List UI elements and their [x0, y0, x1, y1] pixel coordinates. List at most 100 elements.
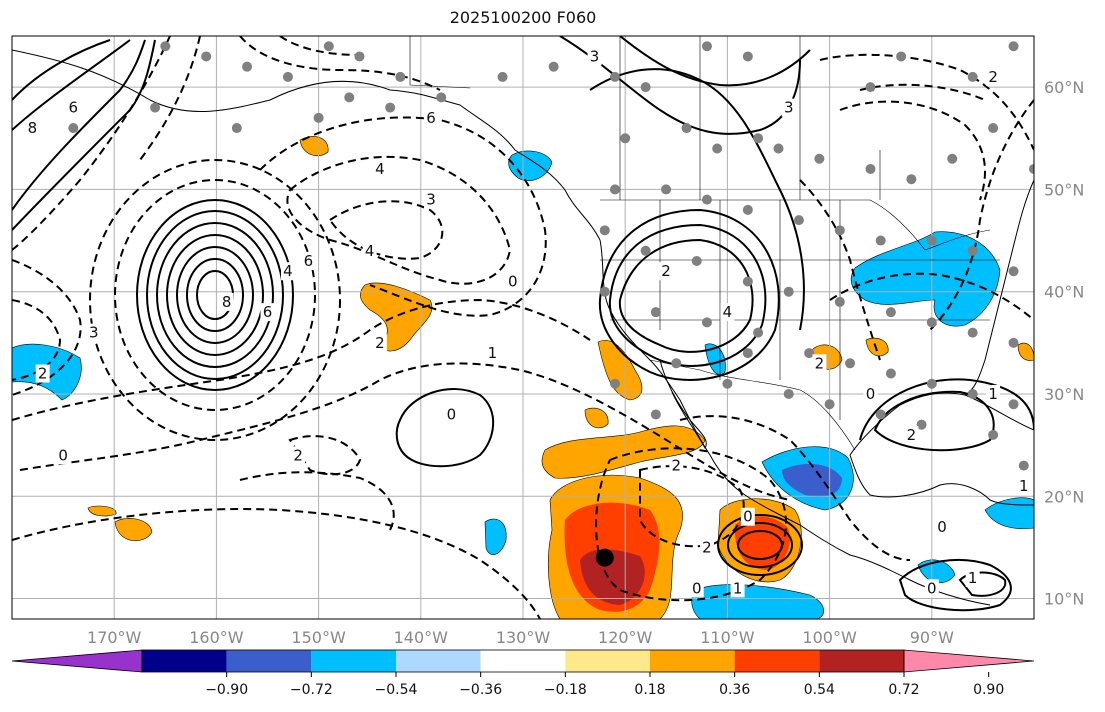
lon-tick-label: 110°W [700, 628, 755, 647]
contour-label-bg [424, 190, 439, 209]
contour-label-bg [424, 108, 439, 127]
contour-label-bg [35, 364, 50, 383]
contour-dashed-mexico-1 [639, 465, 745, 548]
longitude-labels: 170°W 160°W 150°W 140°W 130°W 120°W 110°W 100°W… [87, 628, 954, 647]
contour-label-bg [740, 507, 755, 526]
contour-label-bg [219, 292, 234, 311]
contour-west-corner-2 [12, 39, 131, 131]
colorbar-segment [142, 650, 227, 672]
cold-patch-gulf-mexico-core [782, 463, 842, 497]
contour-label: 3 [426, 191, 436, 209]
contour-label: 8 [28, 119, 38, 137]
contour-label-bg [444, 405, 459, 424]
contour-label-bg [301, 252, 316, 271]
coastline-east [964, 179, 1034, 396]
contour-dashed-pacific-1 [19, 362, 791, 501]
station-dot [742, 51, 753, 62]
station-dot [885, 368, 896, 379]
contour-us-1 [618, 238, 754, 353]
colorbar-segment [819, 650, 904, 672]
colorbar-max-extend [903, 649, 1035, 673]
station-dot [793, 215, 804, 226]
contour-label: 4 [283, 262, 293, 280]
contour-label-bg [863, 384, 878, 403]
station-dot [691, 256, 702, 267]
contour-label: 2 [907, 426, 917, 444]
contour-high-4 [166, 234, 264, 356]
contour-label-bg [291, 446, 306, 465]
contour-label-bg [730, 579, 745, 598]
contour-label-bg [986, 384, 1001, 403]
cold-patch-great-lakes [850, 231, 1001, 327]
station-dot [395, 71, 406, 82]
station-dot [282, 71, 293, 82]
contour-label-bg [935, 517, 950, 536]
contour-high-2 [146, 210, 284, 380]
contour-label-bg [56, 446, 71, 465]
contour-dashed-alaska-4 [279, 36, 361, 56]
contour-label: 4 [365, 242, 375, 260]
station-dot [814, 153, 825, 164]
station-dot [313, 112, 324, 123]
station-dot [875, 409, 886, 420]
warm-patch-small-1 [584, 407, 609, 429]
contour-label-bg [372, 333, 387, 352]
contour-label: 1 [733, 579, 743, 597]
station-dot [1008, 266, 1019, 277]
station-dot [875, 235, 886, 246]
contour-label: 0 [447, 405, 457, 423]
station-dot [845, 358, 856, 369]
contour-dashed-east-3 [929, 99, 1034, 331]
contour-label-bg [372, 159, 387, 178]
warm-patch-baja-north [597, 340, 643, 401]
station-dot [824, 399, 835, 410]
station-dot [783, 388, 794, 399]
colorbar-tick-label: −0.72 [290, 682, 333, 698]
contour-dashed-south-2 [12, 508, 541, 619]
contour-label-bg [260, 303, 275, 322]
colorbar-tick-label: −0.18 [544, 682, 587, 698]
station-dot [988, 123, 999, 134]
contour-label: 2 [38, 365, 48, 383]
station-dot [1018, 460, 1029, 471]
contour-label: 2 [702, 538, 712, 556]
contour-label: 4 [723, 303, 733, 321]
station-dot [1029, 163, 1034, 174]
station-dot [701, 41, 712, 52]
station-dot [773, 143, 784, 154]
station-dot [722, 378, 733, 389]
station-dot [620, 133, 631, 144]
contour-label-bg [965, 569, 980, 588]
contour-label-bg [904, 425, 919, 444]
contour-label: 0 [58, 446, 68, 464]
lon-tick-label: 100°W [802, 628, 857, 647]
contour-southeast-1 [859, 378, 1034, 441]
colorbar-tick-label: −0.54 [375, 682, 418, 698]
colorbar-tick-label: −0.90 [205, 682, 248, 698]
contour-label: 2 [293, 446, 303, 464]
contour-dashed-west-1 [12, 259, 82, 396]
colorbar-tick-label: −0.36 [459, 682, 502, 698]
cold-patch-south-130w [484, 518, 507, 555]
station-dot [344, 92, 355, 103]
contour-label-bg [659, 262, 674, 281]
contour-dashed-mexico-3 [679, 415, 911, 561]
contour-label-bg [505, 272, 520, 291]
contour-dashed-alaska-2 [139, 36, 201, 161]
lon-tick-label: 120°W [598, 628, 653, 647]
station-dot [753, 133, 764, 144]
warm-patch-140w [360, 282, 433, 352]
contour-west-corner-3 [12, 39, 146, 211]
latitude-labels: 10°N 20°N 30°N 40°N 50°N 60°N [1044, 78, 1084, 608]
contour-label: 0 [692, 579, 702, 597]
contour-label: 6 [304, 252, 314, 270]
contour-label: 0 [866, 385, 876, 403]
station-dot [865, 163, 876, 174]
contour-us-3 [598, 208, 780, 381]
map-frame [11, 35, 1035, 620]
colorbar-min-extend [11, 649, 143, 673]
station-dot [231, 123, 242, 134]
contour-label: 1 [1019, 477, 1029, 495]
contour-label: 2 [988, 68, 998, 86]
lat-tick-label: 40°N [1044, 283, 1084, 302]
